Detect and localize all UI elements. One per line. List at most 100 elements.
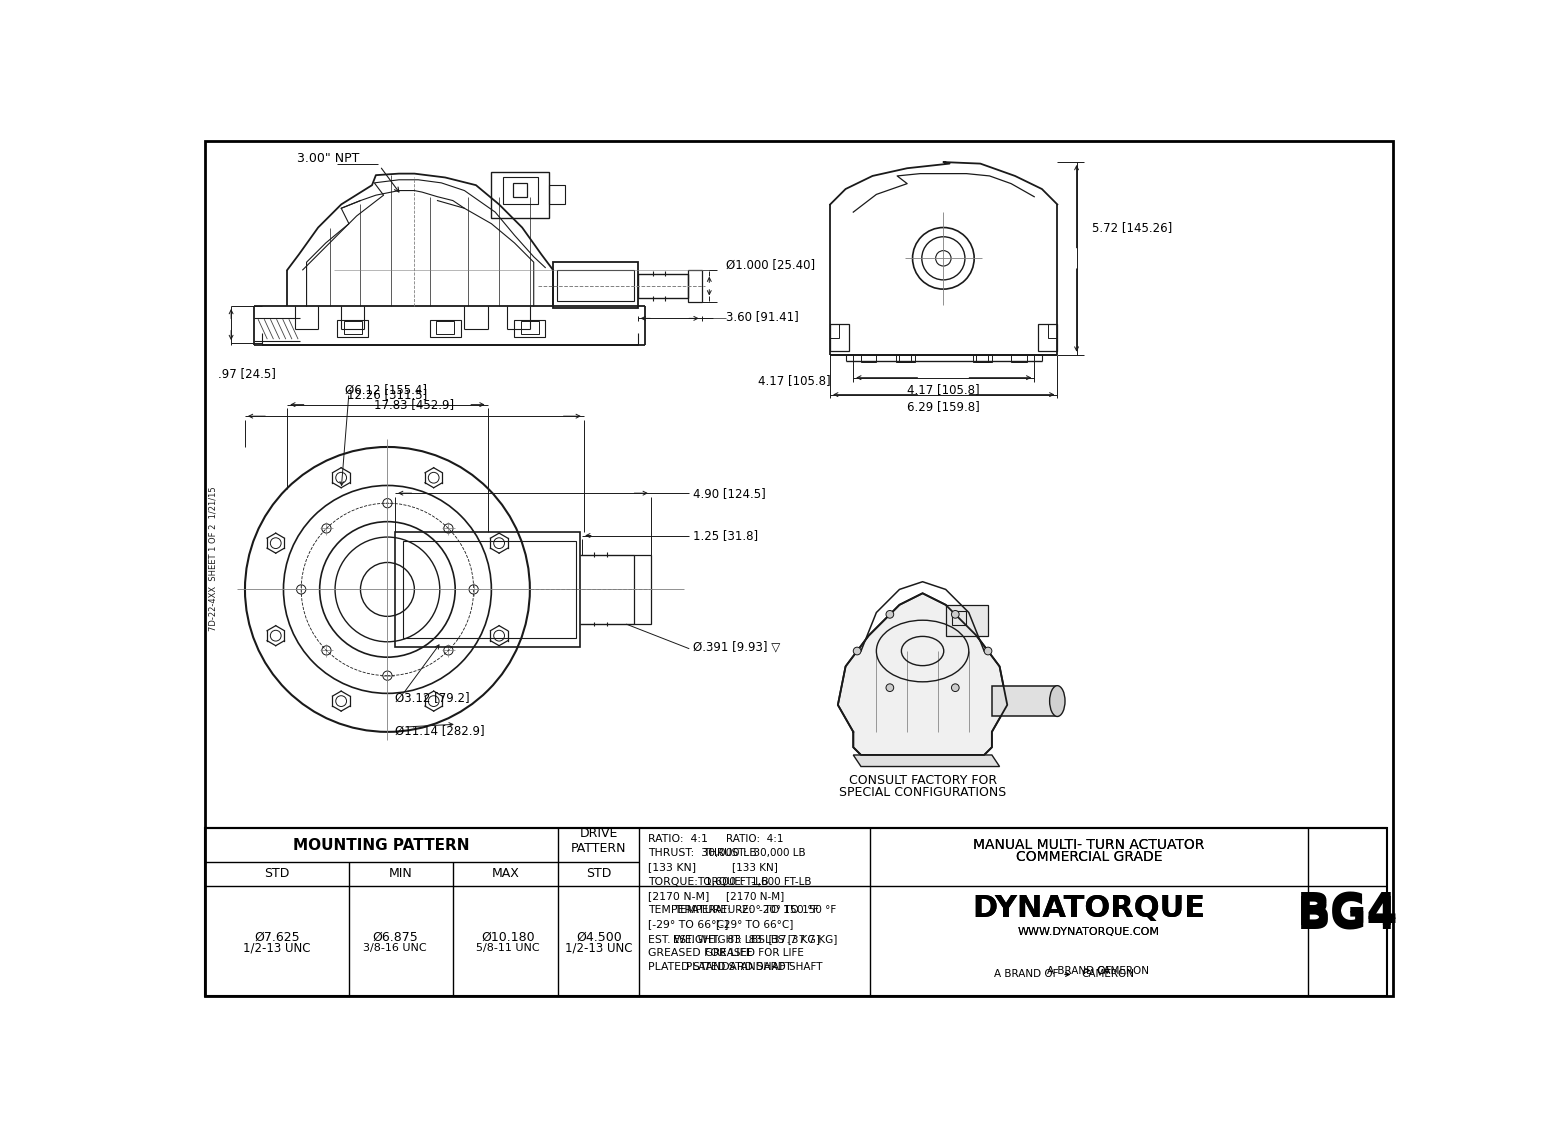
Text: MOUNTING PATTERN: MOUNTING PATTERN [293, 838, 469, 852]
Bar [430, 320, 460, 337]
Bar [402, 540, 577, 638]
Text: PLATED STANDARD SHAFT: PLATED STANDARD SHAFT [649, 962, 792, 972]
Text: 5.72 [145.26]: 5.72 [145.26] [1091, 221, 1172, 234]
Text: THRUST:  30,000 LB: THRUST: 30,000 LB [703, 848, 806, 858]
Text: EST. WEIGHT:  83 LBS [37.7 KG]: EST. WEIGHT: 83 LBS [37.7 KG] [672, 933, 837, 944]
Bar [204, 828, 1388, 997]
Text: 4.17 [105.8]: 4.17 [105.8] [907, 384, 979, 396]
Text: STD: STD [586, 867, 611, 881]
Bar [521, 321, 539, 333]
Text: DYNATORQUE: DYNATORQUE [973, 894, 1205, 923]
Bar [946, 605, 988, 635]
Circle shape [886, 610, 893, 618]
Text: WWW.DYNATORQUE.COM: WWW.DYNATORQUE.COM [1018, 927, 1160, 937]
Bar [504, 178, 538, 205]
Text: DRIVE
PATTERN: DRIVE PATTERN [571, 828, 627, 856]
Text: 3.00" NPT: 3.00" NPT [298, 152, 360, 164]
Bar [437, 321, 454, 333]
Text: STD: STD [263, 867, 290, 881]
Text: Ø.391 [9.93] ▽: Ø.391 [9.93] ▽ [694, 641, 781, 654]
Text: RATIO:  4:1: RATIO: 4:1 [726, 834, 784, 843]
Bar [491, 172, 549, 218]
Bar [638, 274, 688, 298]
Text: MANUAL MULTI- TURN ACTUATOR: MANUAL MULTI- TURN ACTUATOR [973, 838, 1205, 852]
Bar [549, 185, 564, 205]
Text: Ø6.875: Ø6.875 [373, 930, 418, 944]
Text: WWW.DYNATORQUE.COM: WWW.DYNATORQUE.COM [1018, 927, 1160, 937]
Text: Ø10.180: Ø10.180 [482, 930, 535, 944]
Text: MAX: MAX [491, 867, 519, 881]
Polygon shape [837, 593, 1007, 754]
Text: 1/2-13 UNC: 1/2-13 UNC [243, 941, 310, 955]
Text: COMMERCIAL GRADE: COMMERCIAL GRADE [1015, 850, 1161, 864]
Text: CONSULT FACTORY FOR: CONSULT FACTORY FOR [848, 774, 996, 787]
Bar [831, 324, 850, 350]
Circle shape [853, 647, 861, 655]
Bar [861, 355, 876, 363]
Text: CAMERON: CAMERON [1096, 966, 1149, 975]
Text: TEMPERATURE:  -20° TO 150 °F: TEMPERATURE: -20° TO 150 °F [649, 905, 820, 915]
Text: MIN: MIN [390, 867, 413, 881]
Text: 3.60 [91.41]: 3.60 [91.41] [726, 310, 798, 322]
Text: SPECIAL CONFIGURATIONS: SPECIAL CONFIGURATIONS [839, 786, 1006, 799]
Polygon shape [853, 754, 999, 767]
Text: Ø4.500: Ø4.500 [575, 930, 622, 944]
Text: TEMPERATURE:  -20° TO 150 °F: TEMPERATURE: -20° TO 150 °F [673, 905, 836, 915]
Circle shape [886, 683, 893, 691]
Bar [992, 686, 1057, 716]
Text: 5/8-11 UNC: 5/8-11 UNC [475, 942, 539, 953]
Bar [895, 355, 910, 363]
Text: BG4: BG4 [1297, 895, 1398, 938]
Text: 1.25 [31.8]: 1.25 [31.8] [694, 529, 758, 542]
Text: RATIO:  4:1: RATIO: 4:1 [649, 834, 708, 843]
Text: TORQUE:  1,600 FT-LB: TORQUE: 1,600 FT-LB [697, 877, 812, 886]
Text: MANUAL MULTI- TURN ACTUATOR: MANUAL MULTI- TURN ACTUATOR [973, 838, 1205, 852]
Text: Ø6.12 [155.4]: Ø6.12 [155.4] [345, 383, 427, 395]
Bar [953, 611, 965, 625]
Bar [973, 355, 988, 363]
Bar [343, 321, 362, 333]
Bar [831, 324, 839, 338]
Text: EST. WEIGHT:  83 LBS [37.7 KG]: EST. WEIGHT: 83 LBS [37.7 KG] [649, 933, 820, 944]
Circle shape [951, 683, 959, 691]
Text: DYNATORQUE: DYNATORQUE [973, 894, 1205, 923]
Text: 12.26 [311.5]: 12.26 [311.5] [348, 388, 427, 401]
Text: 3/8-16 UNC: 3/8-16 UNC [363, 942, 427, 953]
Text: CAMERON: CAMERON [1082, 969, 1135, 980]
Text: Ø1.000 [25.40]: Ø1.000 [25.40] [726, 258, 815, 271]
Bar [900, 355, 915, 363]
Text: [2170 N-M]: [2170 N-M] [649, 891, 709, 901]
Bar [553, 262, 638, 309]
Text: 4.17 [105.8]: 4.17 [105.8] [758, 374, 831, 387]
Text: COMMERCIAL GRADE: COMMERCIAL GRADE [1015, 850, 1161, 864]
Bar [1012, 355, 1026, 363]
Ellipse shape [1049, 686, 1065, 716]
Bar [688, 270, 702, 302]
Bar [557, 270, 635, 301]
Text: Ø3.12 [79.2]: Ø3.12 [79.2] [394, 691, 469, 705]
Text: 4.90 [124.5]: 4.90 [124.5] [694, 486, 765, 500]
Circle shape [951, 610, 959, 618]
Text: Ø11.14 [282.9]: Ø11.14 [282.9] [394, 724, 485, 738]
Text: A BRAND OF: A BRAND OF [993, 969, 1059, 980]
Bar [1048, 324, 1057, 338]
Text: [-29° TO 66°C]: [-29° TO 66°C] [716, 919, 794, 929]
Bar [513, 182, 527, 197]
Bar [1038, 324, 1057, 350]
Bar [394, 531, 580, 647]
Text: GREASED FOR LIFE: GREASED FOR LIFE [705, 948, 804, 958]
Circle shape [984, 647, 992, 655]
Text: [133 KN]: [133 KN] [731, 863, 778, 873]
Text: TORQUE:  1,600 FT-LB: TORQUE: 1,600 FT-LB [649, 877, 769, 886]
Text: 17.83 [452.9]: 17.83 [452.9] [374, 399, 454, 411]
Text: THRUST:  30,000 LB: THRUST: 30,000 LB [649, 848, 758, 858]
Text: GREASED FOR LIFE: GREASED FOR LIFE [649, 948, 753, 958]
Bar [514, 320, 546, 337]
Text: .97 [24.5]: .97 [24.5] [218, 367, 276, 381]
Bar [635, 555, 650, 624]
Text: BG4: BG4 [1297, 892, 1398, 935]
Text: [-29° TO 66°C]: [-29° TO 66°C] [649, 919, 730, 929]
Text: A BRAND OF: A BRAND OF [1046, 966, 1112, 975]
Text: [2170 N-M]: [2170 N-M] [725, 891, 784, 901]
Text: PLATED STANDARD SHAFT: PLATED STANDARD SHAFT [686, 962, 823, 972]
